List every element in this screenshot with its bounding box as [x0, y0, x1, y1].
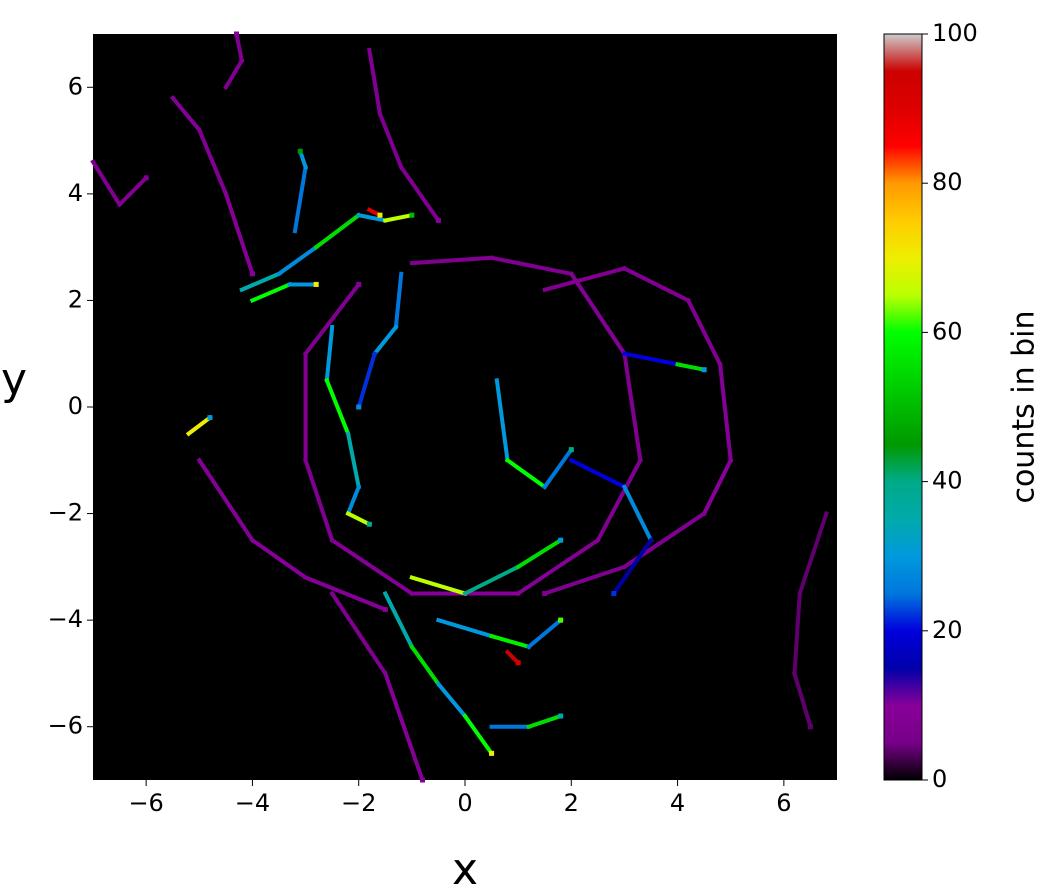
bin — [409, 213, 414, 218]
bin — [356, 282, 361, 287]
x-tick-label: −6 — [128, 789, 163, 817]
colorbar-tick-label: 20 — [932, 616, 963, 644]
bin — [611, 591, 616, 596]
bin — [436, 218, 441, 223]
x-axis-label: x — [452, 844, 478, 888]
bin — [489, 751, 494, 756]
colorbar-label: counts in bin — [1007, 310, 1039, 503]
y-tick-label: −4 — [48, 605, 83, 633]
x-tick-label: −4 — [235, 789, 270, 817]
bin — [250, 271, 255, 276]
colorbar-tick-label: 80 — [932, 168, 963, 196]
bin — [516, 660, 521, 665]
bin — [542, 591, 547, 596]
y-tick-label: 6 — [68, 72, 83, 100]
y-tick-label: 0 — [68, 392, 83, 420]
y-tick-label: −2 — [48, 499, 83, 527]
y-tick-label: 2 — [68, 285, 83, 313]
colorbar-tick-label: 40 — [932, 467, 963, 495]
bin — [234, 32, 239, 37]
bin — [569, 447, 574, 452]
y-tick-label: 4 — [68, 179, 83, 207]
bin — [558, 618, 563, 623]
colorbar — [884, 34, 922, 780]
colorbar-tick-label: 0 — [932, 765, 947, 793]
y-tick-label: −6 — [48, 712, 83, 740]
bin — [314, 282, 319, 287]
bin — [367, 522, 372, 527]
x-tick-label: −2 — [341, 789, 376, 817]
x-tick-label: 2 — [564, 789, 579, 817]
bin — [356, 405, 361, 410]
bin — [702, 367, 707, 372]
x-tick-label: 6 — [776, 789, 791, 817]
bin — [377, 213, 382, 218]
bin — [420, 778, 425, 783]
bin — [298, 149, 303, 154]
bin — [808, 724, 813, 729]
colorbar-tick-label: 100 — [932, 19, 978, 47]
colorbar-tick-label: 60 — [932, 317, 963, 345]
bin — [144, 175, 149, 180]
bin — [207, 415, 212, 420]
x-tick-label: 4 — [670, 789, 685, 817]
bin — [383, 607, 388, 612]
y-axis-label: y — [1, 354, 27, 405]
bin — [558, 714, 563, 719]
bin — [558, 538, 563, 543]
x-tick-label: 0 — [457, 789, 472, 817]
